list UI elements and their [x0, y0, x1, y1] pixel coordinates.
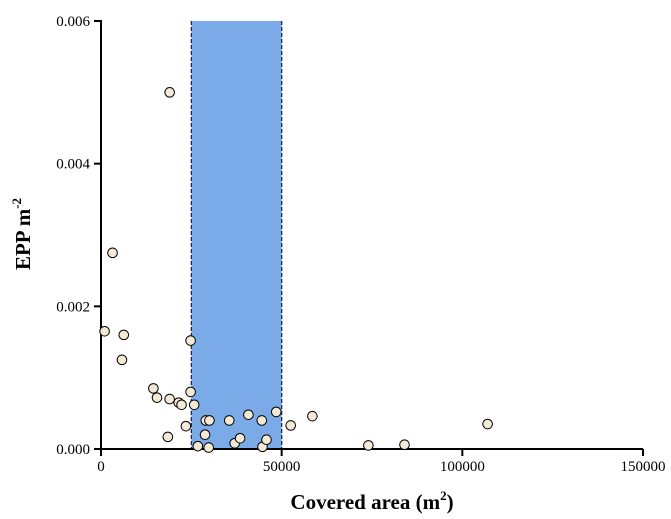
data-point: [176, 399, 187, 411]
x-tick-label: 50000: [263, 459, 301, 475]
data-point: [99, 326, 110, 337]
data-point: [203, 442, 214, 453]
x-tick-label: 150000: [621, 459, 666, 475]
data-point: [107, 247, 118, 259]
data-point: [151, 392, 163, 403]
data-point: [180, 420, 192, 432]
data-point: [363, 440, 374, 451]
data-point: [307, 410, 318, 422]
x-axis-title-text: Covered area (m: [290, 490, 440, 514]
y-axis-title-text: EPP m: [11, 208, 35, 270]
data-point: [192, 440, 204, 452]
y-tick-label: 0.004: [56, 157, 90, 173]
data-point: [234, 433, 246, 444]
data-point: [164, 87, 175, 98]
data-point: [118, 329, 130, 341]
y-axis-title: EPP m-2: [9, 198, 35, 270]
x-tick-label: 0: [97, 459, 105, 475]
data-point: [399, 439, 410, 451]
data-point: [185, 335, 196, 346]
x-axis-title-suffix: ): [447, 490, 454, 514]
y-tick-label: 0.002: [56, 299, 90, 315]
data-point: [243, 409, 254, 421]
data-points: [99, 87, 493, 453]
data-point: [204, 415, 215, 426]
data-point: [164, 393, 175, 405]
data-point: [270, 406, 282, 418]
data-point: [261, 434, 272, 446]
highlight-band-layer: [190, 21, 283, 449]
y-tick-label: 0.006: [56, 14, 90, 30]
x-axis-title: Covered area (m2): [290, 488, 453, 514]
data-point: [223, 415, 235, 426]
x-tick-label: 100000: [440, 459, 485, 475]
y-axis-title-sup: -2: [9, 198, 24, 209]
data-point: [148, 383, 159, 394]
data-point: [285, 420, 297, 431]
data-point: [199, 429, 211, 441]
highlight-band: [191, 21, 282, 449]
axes: 0 50000 100000 150000 0.000 0.002 0.004 0.006: [56, 14, 665, 475]
data-point: [482, 418, 493, 430]
data-point: [256, 415, 268, 426]
y-tick-label: 0.000: [56, 442, 90, 458]
x-axis-title-sup: 2: [440, 488, 447, 503]
data-point: [185, 386, 196, 398]
data-point: [188, 399, 200, 411]
data-point: [162, 431, 174, 443]
data-point: [116, 354, 128, 366]
